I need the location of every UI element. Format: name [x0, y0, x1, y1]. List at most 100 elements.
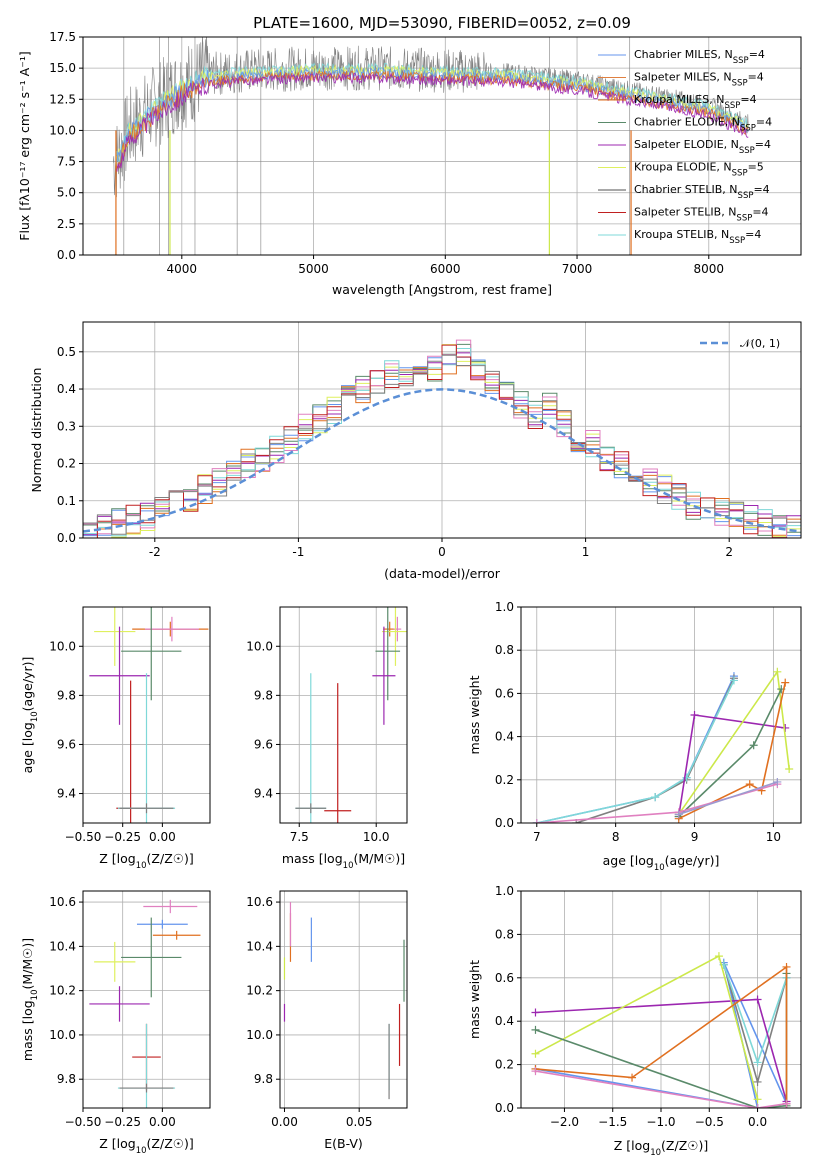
histogram-series [83, 354, 801, 538]
y-tick-label: 9.4 [254, 787, 273, 801]
axes-residuals: -2 -1 0 1 2 0.0 0.1 0.2 0.3 0.4 0.5 𝒩(0, 1) (data-mo… [29, 321, 802, 581]
x-tick-label: 10.0 [363, 830, 390, 844]
axes-mass-vs-Z: −0.50 −0.25 0.009.810.010.210.410.6Z [log1… [20, 890, 211, 1156]
x-tick-label: 10 [766, 830, 781, 844]
weight-vs-Z-y-label: mass weight [467, 960, 482, 1039]
x-tick-label: −0.5 [695, 1115, 724, 1129]
weight-vs-Z-x-label-end: (Z/Z☉)] [661, 1138, 708, 1153]
x-tick-label: 7 [533, 830, 541, 844]
legend-label-sub: SSP [732, 169, 748, 179]
normal-curve [83, 388, 801, 533]
legend-label: Salpeter MILES, NSSP=4 [634, 71, 764, 89]
weight-marker [714, 952, 723, 961]
legend-label-end: =4 [749, 48, 765, 61]
plot-area-mass-vs-Z [89, 899, 201, 1108]
legend-label-sub: SSP [738, 191, 754, 201]
x-tick-label: −1.5 [598, 1115, 627, 1129]
y-tick-label: 1.0 [495, 884, 514, 898]
x-tick-label: 0.05 [346, 1115, 373, 1129]
legend-label: Kroupa ELODIE, NSSP=5 [634, 161, 764, 179]
x-tick-label: −0.50 [65, 830, 102, 844]
mass-vs-Z-x-label-main: Z [log [99, 1136, 135, 1151]
y-tick-label: 5.0 [57, 186, 76, 200]
error-bar-point [152, 930, 201, 940]
figure-title: PLATE=1600, MJD=53090, FIBERID=0052, z=0… [253, 14, 631, 32]
spectrum-y-label: Flux [fλ10⁻¹⁷ erg cm⁻² s⁻¹ A⁻¹] [17, 51, 32, 240]
residual-x-label: (data-model)/error [384, 566, 501, 581]
y-tick-label: 10.6 [49, 895, 76, 909]
x-tick-label: 9 [691, 830, 699, 844]
legend-label-main: Salpeter MILES, N [634, 71, 732, 84]
weight-marker [753, 1095, 762, 1104]
weight-line [535, 965, 788, 1104]
legend-label: Chabrier MILES, NSSP=4 [634, 48, 765, 66]
weight-line [536, 680, 735, 823]
y-tick-label: 9.8 [254, 688, 273, 702]
y-tick-label: 10.0 [246, 639, 273, 653]
error-bar-point [143, 899, 198, 914]
age-vs-Z-y-label-sub: 10 [30, 711, 40, 722]
legend-label: Chabrier STELIB, NSSP=4 [634, 183, 770, 201]
y-tick-label: 10.0 [246, 1028, 273, 1042]
y-tick-label: 0.2 [495, 773, 514, 787]
weight-marker [674, 810, 683, 819]
y-tick-label: 10.6 [246, 895, 273, 909]
x-tick-label: -2 [149, 545, 161, 559]
mass-vs-Z-x-label-sub: 10 [136, 1146, 147, 1156]
y-tick-label: 0.4 [495, 730, 514, 744]
axes-mass-vs-ebv: 0.00 0.05 9.8 10.0 10.2 10.4 10.6 E(B-V) [246, 890, 408, 1151]
age-vs-mass-x-label-sub: 10 [343, 861, 354, 871]
weight-line [575, 677, 735, 823]
error-bar-point [119, 1083, 174, 1093]
error-bar-point [375, 607, 401, 701]
weight-marker [773, 667, 782, 676]
y-tick-label: 17.5 [49, 30, 76, 44]
legend-label-end: =5 [748, 161, 764, 174]
legend-label-sub: SSP [732, 79, 748, 89]
weight-marker [729, 676, 738, 685]
legend-label: Salpeter STELIB, NSSP=4 [634, 206, 769, 224]
legend-label-sub: SSP [740, 124, 756, 134]
age-vs-Z-x-label-main: Z [log [99, 851, 135, 866]
legend-label-sub: SSP [724, 101, 740, 111]
axes-age-vs-mass: 7.5 10.0 9.4 9.6 9.8 10.0 mass [log10(M/M☉)] [246, 606, 408, 871]
mass-vs-Z-y-label-main: mass [log [20, 1000, 35, 1061]
error-bar-point [89, 626, 150, 725]
x-tick-label: 0.00 [271, 1115, 298, 1129]
error-bar-point [94, 607, 136, 666]
x-tick-label: 4000 [167, 262, 198, 276]
mass-vs-Z-y-label: mass [log10(M/M☉)] [20, 938, 40, 1061]
error-bar-point [121, 917, 182, 998]
weight-line [536, 783, 778, 823]
weight-marker [532, 819, 541, 823]
legend-label-main: Chabrier ELODIE, N [634, 116, 740, 129]
plot-area-mass-vs-ebv [283, 902, 405, 1100]
weight-marker [745, 780, 754, 789]
x-tick-label: −2.0 [550, 1115, 579, 1129]
weight-marker [753, 1104, 762, 1108]
y-tick-label: 10.4 [49, 939, 76, 953]
x-tick-label: −1.0 [646, 1115, 675, 1129]
age-vs-Z-y-label: age [log10(age/yr)] [20, 657, 40, 774]
error-bar-point [295, 803, 327, 814]
age-vs-mass-x-label-end: (M/M☉)] [353, 851, 405, 866]
spectrum-model-line [115, 72, 749, 172]
weight-marker [753, 1058, 762, 1067]
x-tick-label: 8 [612, 830, 620, 844]
axes-frame [82, 606, 211, 824]
x-tick-label: −0.50 [65, 1115, 102, 1129]
axes-weight-vs-Z: −2.0 −1.5 −1.0 −0.5 0.0 0.0 0.2 0.4 0.6 0.8 1.0 Z [… [467, 884, 802, 1158]
x-tick-label: 0 [438, 545, 446, 559]
legend-label-end: =4 [745, 228, 761, 241]
plot-area-age-vs-Z [89, 607, 209, 823]
weight-line [678, 781, 778, 816]
axes-frame [82, 36, 802, 256]
age-vs-Z-x-label: Z [log10(Z/Z☉)] [99, 851, 193, 871]
error-bar-point [393, 616, 402, 642]
x-tick-label: 5000 [298, 262, 329, 276]
plot-area-residuals [83, 339, 801, 538]
weight-marker [782, 1099, 791, 1108]
